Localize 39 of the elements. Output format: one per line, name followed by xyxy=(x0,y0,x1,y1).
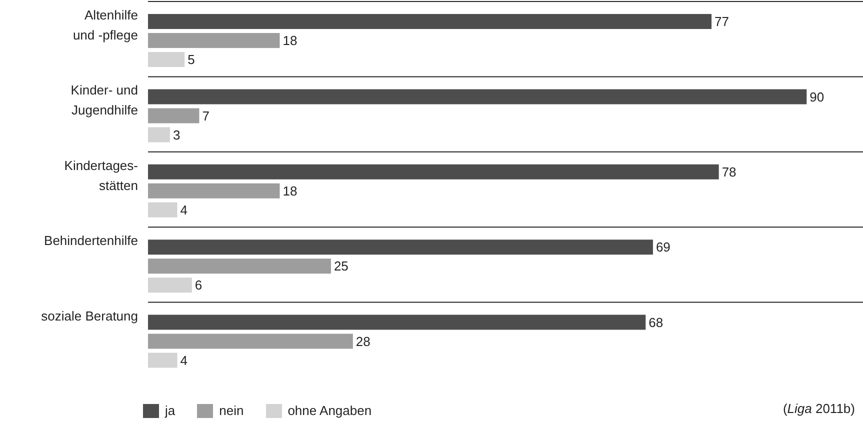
data-label: 69 xyxy=(656,240,670,255)
y-tick-label: Altenhilfe und -pflege xyxy=(72,8,138,42)
data-label: 77 xyxy=(714,14,729,30)
bar xyxy=(148,52,185,67)
data-label: 18 xyxy=(282,184,298,199)
bar xyxy=(148,108,200,124)
bar xyxy=(148,89,807,104)
bar xyxy=(148,258,331,274)
y-tick-label: Behindertenhilfe xyxy=(44,233,138,248)
bar xyxy=(148,314,646,330)
data-label: 5 xyxy=(188,52,195,68)
data-label: 6 xyxy=(194,278,202,293)
legend-label: ohne Angaben xyxy=(286,403,372,418)
legend-label: nein xyxy=(218,403,244,418)
bar xyxy=(148,14,712,29)
data-label: 25 xyxy=(334,258,348,274)
text: (Liga 2011b) xyxy=(782,401,855,416)
data-label: 7 xyxy=(202,108,210,124)
bar xyxy=(148,202,178,218)
data-label: 90 xyxy=(810,89,824,104)
data-label: 78 xyxy=(722,164,736,180)
data-label: 18 xyxy=(282,33,298,48)
bar xyxy=(148,334,353,349)
y-tick-label: Kindertages- stätten xyxy=(64,158,138,193)
bar xyxy=(148,127,170,142)
y-tick-label: Kinder- und Jugendhilfe xyxy=(70,82,138,118)
y-tick-label: soziale Beratung xyxy=(41,308,138,324)
data-label: 4 xyxy=(180,202,188,218)
bar xyxy=(148,183,280,198)
bar xyxy=(148,164,719,180)
data-label: 4 xyxy=(180,352,188,368)
legend-label: ja xyxy=(164,403,176,418)
data-label: 3 xyxy=(172,127,180,142)
data-label: 28 xyxy=(356,334,370,349)
bar xyxy=(148,240,653,255)
bar xyxy=(148,33,280,48)
bar xyxy=(148,352,178,368)
bar xyxy=(148,278,192,293)
data-label: 68 xyxy=(648,314,664,330)
